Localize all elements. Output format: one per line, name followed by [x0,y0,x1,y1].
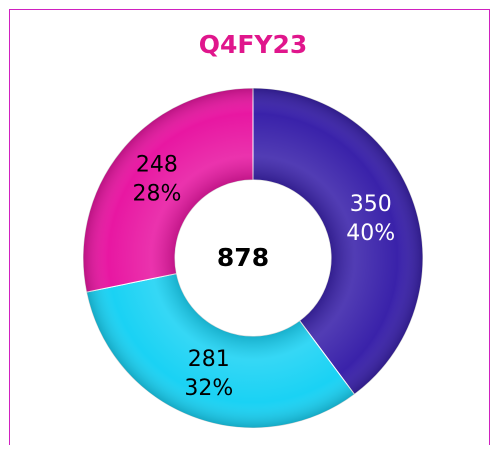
percent-label: 40% [346,221,395,246]
data-label: 248 [136,153,178,178]
data-label: 350 [350,192,392,217]
percent-label: 32% [184,376,233,401]
percent-label: 28% [132,182,181,207]
donut-hole [175,180,331,336]
center-total: 878 [217,243,269,272]
chart-title: Q4FY23 [199,30,308,59]
data-label: 281 [188,347,230,372]
